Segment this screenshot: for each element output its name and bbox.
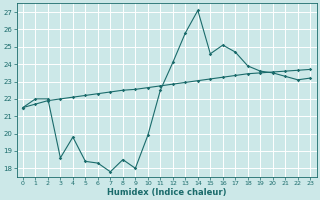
X-axis label: Humidex (Indice chaleur): Humidex (Indice chaleur) bbox=[107, 188, 226, 197]
